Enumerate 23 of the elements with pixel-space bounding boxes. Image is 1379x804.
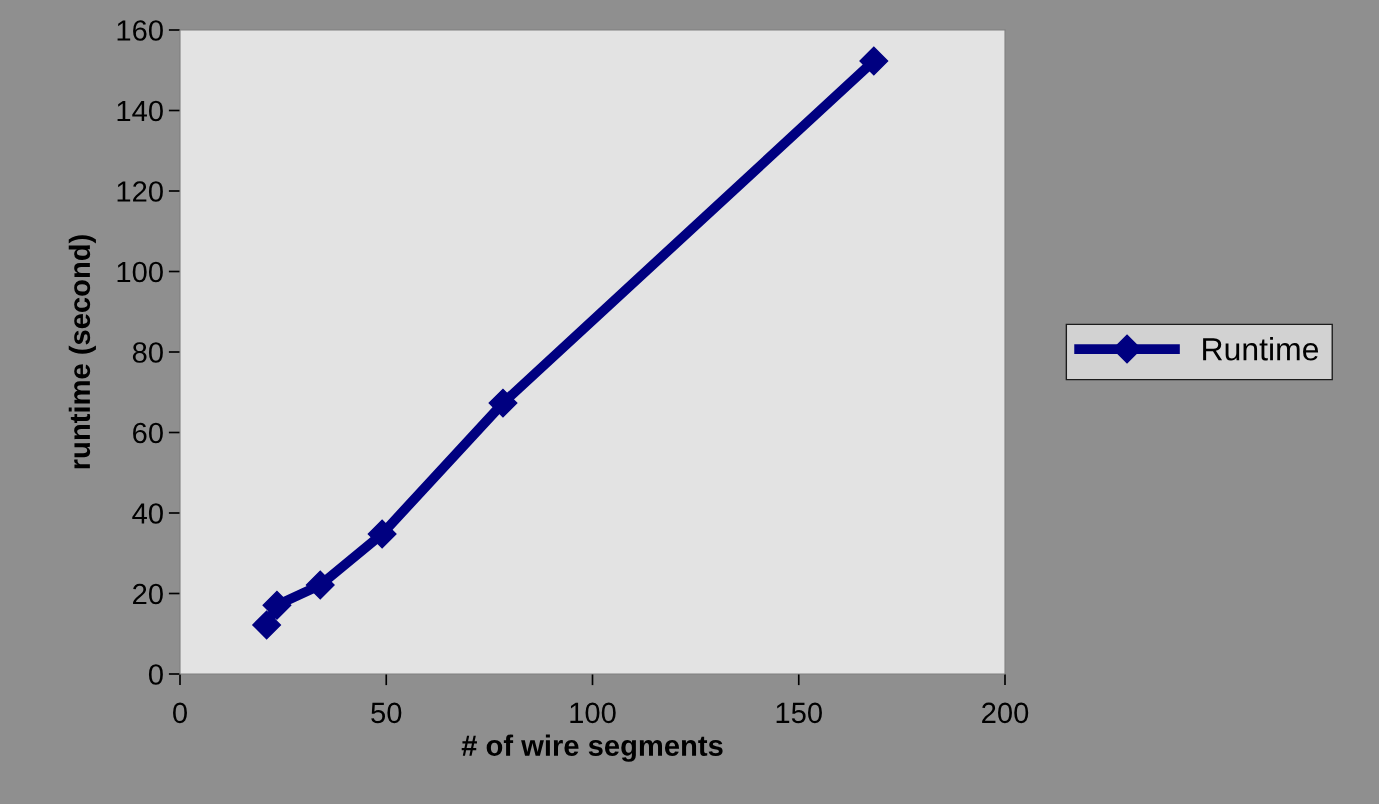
y-tick-label: 140 (117, 100, 163, 122)
point (262, 590, 292, 620)
y-tick-label: 80 (132, 342, 163, 363)
x-tick-label: 50 (371, 702, 402, 724)
point (252, 610, 282, 640)
y-tick-label: 20 (133, 583, 163, 605)
y-axis-title: runtime (second) (68, 235, 96, 469)
point (367, 519, 397, 549)
y-tick-label: 40 (132, 503, 163, 524)
y-tick-label: 0 (148, 664, 163, 685)
x-tick-label: 200 (982, 702, 1029, 724)
point (859, 46, 889, 76)
x-tick-label: 100 (570, 702, 616, 724)
legend-label: Runtime (1203, 337, 1319, 361)
y-tick-label: 160 (117, 20, 163, 41)
y-tick-label: 120 (117, 181, 163, 202)
y-tick-label: 100 (117, 261, 163, 283)
point (305, 570, 335, 600)
x-axis-title: # of wire segments (461, 734, 723, 762)
x-tick-label: 0 (173, 702, 187, 724)
x-tick-label: 150 (776, 702, 822, 724)
point (488, 388, 518, 418)
y-tick-label: 60 (133, 422, 163, 444)
